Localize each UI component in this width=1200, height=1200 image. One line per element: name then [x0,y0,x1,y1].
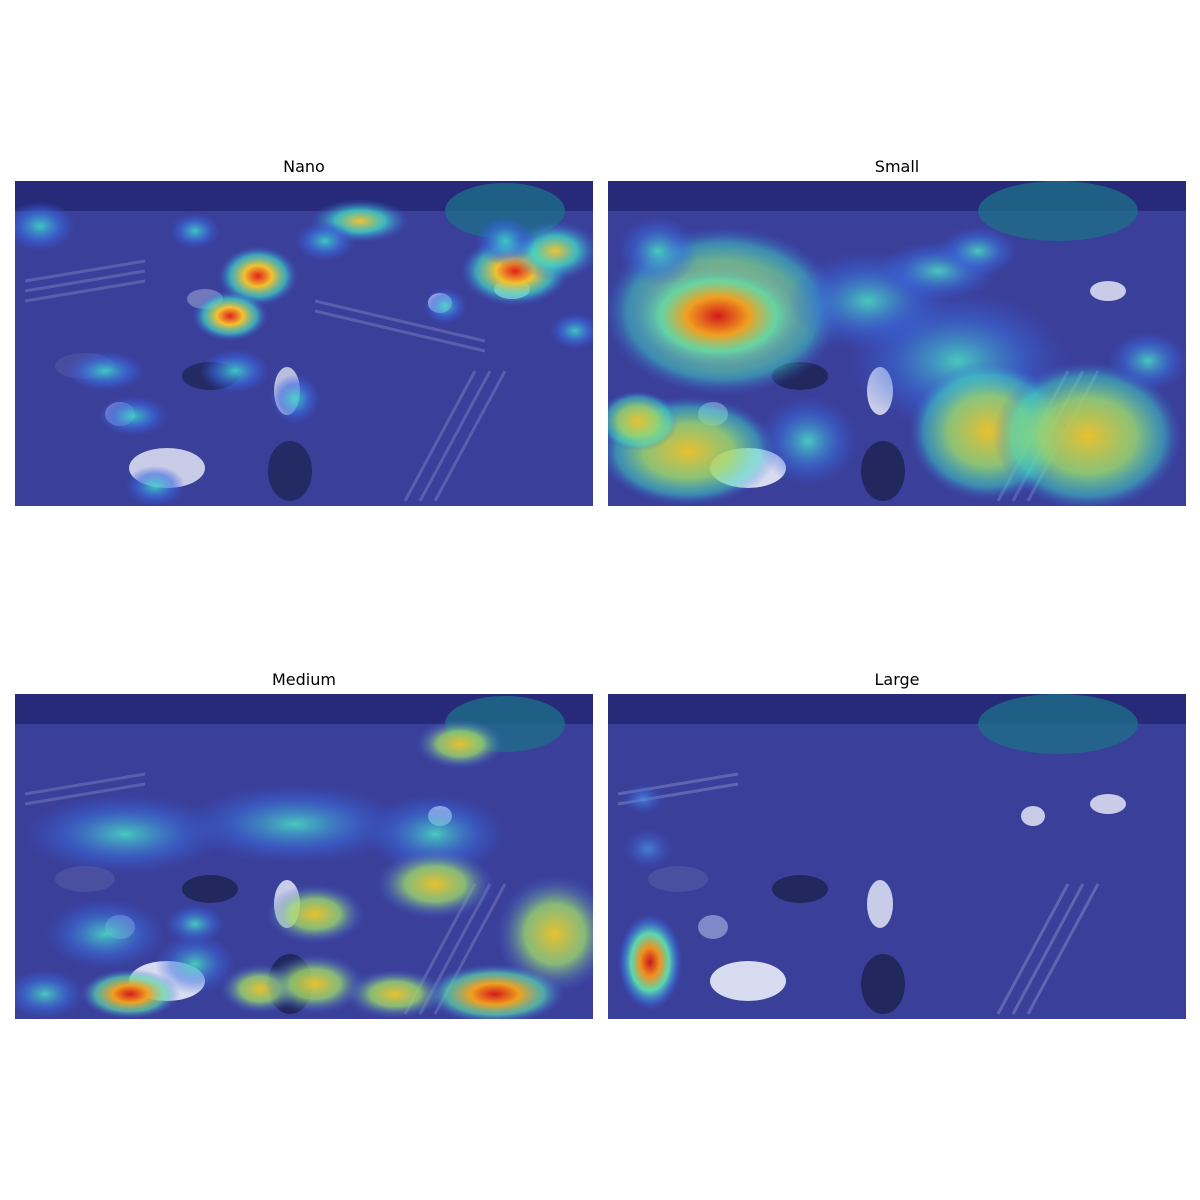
panel-large: Large [608,670,1186,1020]
panel-medium: Medium [15,670,593,1020]
heatmap-image-medium [15,694,593,1019]
heatmap-image-large [608,694,1186,1019]
panel-title: Small [874,157,920,176]
panel-nano: Nano [15,157,593,507]
panel-title: Nano [283,157,325,176]
heatmap-image-nano [15,181,593,506]
panel-small: Small [608,157,1186,507]
panel-title: Medium [272,670,336,689]
panel-title: Large [874,670,920,689]
heatmap-image-small [608,181,1186,506]
